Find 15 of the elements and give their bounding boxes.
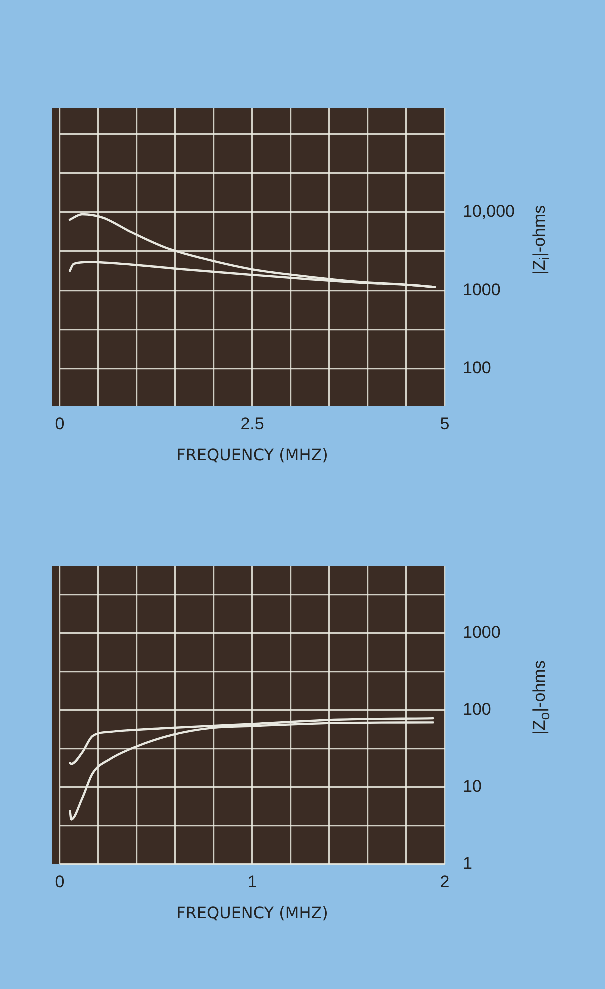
y-tick-label: 100: [463, 700, 492, 719]
y-tick-label: 1000: [463, 280, 501, 300]
x-axis-title: FREQUENCY (MHZ): [176, 904, 328, 923]
x-tick-label: 0: [55, 414, 65, 434]
y-tick-label: 10,000: [463, 202, 515, 222]
y-tick-label: 100: [463, 358, 492, 378]
y-tick-label: 1: [463, 854, 472, 874]
x-tick-label: 5: [440, 414, 450, 434]
x-tick-label: 0: [55, 872, 65, 892]
y-tick-label: 1000: [463, 622, 501, 642]
x-tick-label: 2.5: [240, 414, 264, 434]
x-tick-label: 1: [248, 872, 258, 892]
x-tick-label: 2: [440, 872, 450, 892]
x-axis-title: FREQUENCY (MHZ): [176, 446, 328, 465]
y-tick-label: 10: [463, 777, 482, 796]
